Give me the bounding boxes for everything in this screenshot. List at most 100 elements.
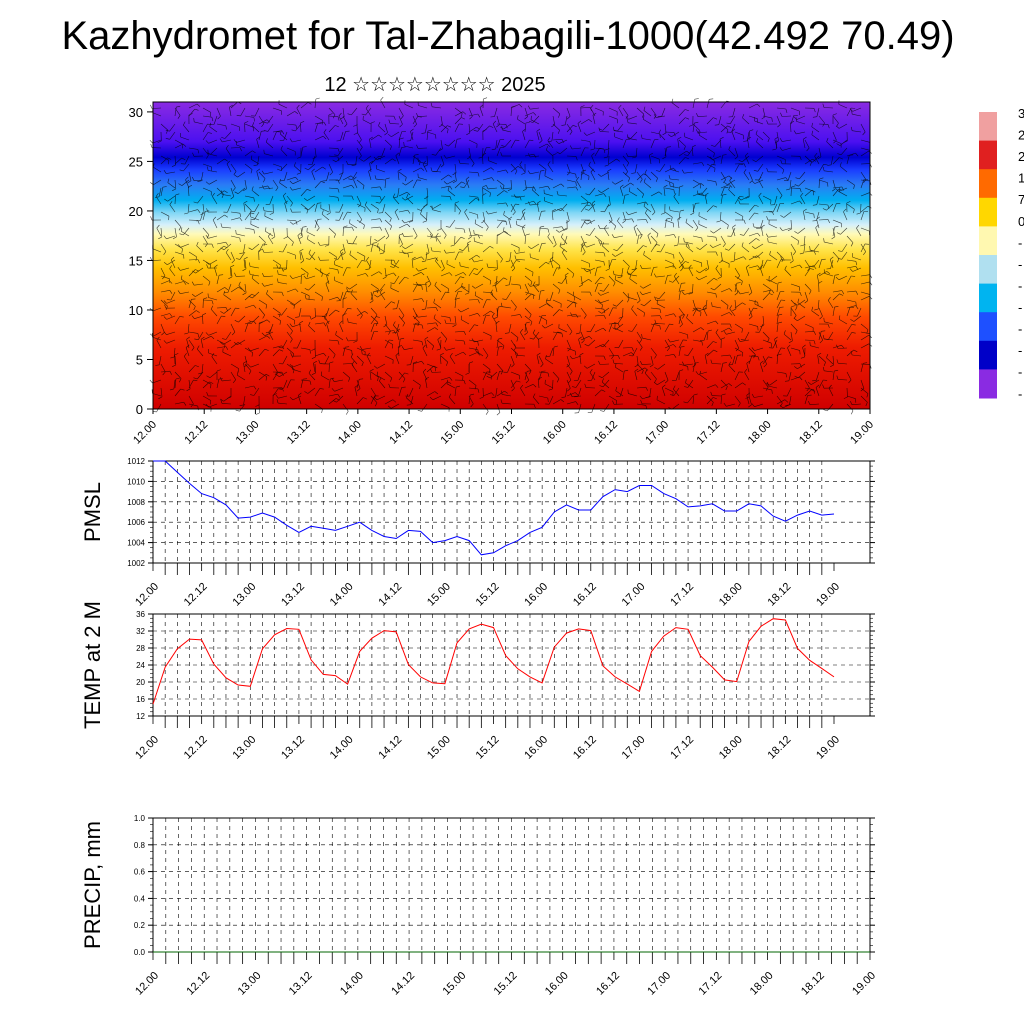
wind-barb-flag: [374, 175, 377, 180]
wind-barb-flag: [275, 187, 279, 191]
wind-barb-flag: [583, 132, 587, 136]
wind-barb-flag: [489, 125, 494, 128]
wind-barb-flag: [275, 394, 279, 399]
wind-barb: [420, 203, 428, 211]
wind-barb: [577, 387, 582, 397]
wind-barb: [384, 315, 388, 325]
wind-barb: [782, 139, 792, 142]
wind-barb-flag: [263, 121, 268, 124]
wind-barb-flag: [406, 191, 411, 196]
wind-barb: [435, 147, 442, 156]
wind-barb: [524, 234, 527, 245]
wind-barb: [188, 365, 196, 373]
wind-barb: [420, 213, 428, 221]
wind-barb-flag: [474, 324, 479, 326]
wind-barb-flag: [195, 256, 197, 261]
wind-barb-flag: [502, 345, 505, 350]
wind-barb: [565, 387, 568, 397]
wind-barb-flag: [576, 176, 580, 181]
wind-barb-flag: [598, 224, 601, 229]
wind-barb-flag: [631, 172, 636, 174]
wind-barb-flag: [407, 210, 411, 214]
temp-y-tick-label: 12: [136, 712, 145, 721]
wind-barb-flag: [799, 363, 802, 368]
wind-barb-flag: [298, 236, 303, 240]
wind-barb: [395, 155, 400, 165]
wind-barb-flag: [184, 212, 189, 215]
wind-barb-flag: [559, 242, 562, 247]
wind-barb-flag: [417, 410, 422, 412]
wind-barb-flag: [471, 285, 476, 289]
wind-barb-flag: [814, 152, 818, 157]
wind-barb: [649, 387, 652, 397]
wind-barb: [454, 291, 459, 301]
wind-barb: [418, 177, 428, 181]
wind-barb: [324, 316, 330, 325]
wind-barb: [308, 253, 316, 261]
wind-barb: [790, 264, 800, 269]
wind-barb-flag: [811, 122, 813, 127]
wind-barb-flag: [337, 269, 339, 274]
wind-barb: [852, 267, 862, 272]
wind-barb: [740, 195, 750, 201]
wind-barb-flag: [489, 280, 492, 285]
wind-barb: [776, 163, 785, 171]
wind-barb: [433, 203, 442, 209]
wind-barb: [300, 227, 303, 237]
wind-barb: [549, 347, 554, 357]
wind-barb: [436, 163, 442, 172]
wind-barb: [439, 354, 442, 365]
wind-barb-flag: [461, 285, 466, 289]
wind-barb: [210, 147, 218, 155]
wind-barb: [251, 159, 260, 165]
wind-barb: [580, 243, 586, 253]
wind-barb: [706, 117, 714, 125]
wind-barb-flag: [866, 393, 869, 398]
wind-barb: [594, 276, 601, 285]
wind-barb: [706, 99, 710, 109]
wind-barb: [789, 179, 792, 189]
wind-barb: [524, 112, 534, 117]
wind-barb: [314, 219, 320, 229]
wind-barb: [832, 227, 836, 237]
wind-barb: [370, 218, 380, 221]
wind-barb: [538, 163, 547, 170]
wind-barb-flag: [639, 395, 643, 400]
wind-barb-flag: [611, 181, 616, 185]
wind-barb-flag: [396, 328, 401, 332]
wind-barb-flag: [268, 328, 272, 333]
wind-barb: [698, 307, 708, 312]
wind-barb: [673, 387, 680, 396]
colorbar-label: -: [1018, 235, 1022, 250]
wind-barb-flag: [388, 330, 391, 335]
wind-barb-flag: [743, 256, 747, 260]
colorbar-label: 0: [1018, 214, 1024, 229]
wind-barb: [720, 125, 728, 133]
wind-barb-flag: [751, 393, 755, 398]
wind-barb: [759, 267, 764, 277]
wind-barb: [748, 204, 756, 213]
wind-barb-flag: [434, 327, 439, 331]
wind-barb: [440, 139, 443, 149]
wind-barb-flag: [360, 315, 363, 319]
wind-barb-flag: [590, 168, 594, 173]
wind-barb-flag: [682, 264, 685, 269]
wind-barb: [790, 186, 792, 197]
wind-barb-flag: [155, 196, 160, 198]
wind-barb: [692, 363, 695, 373]
wind-barb: [188, 379, 194, 389]
wind-barb-flag: [618, 104, 622, 109]
wind-barb: [198, 331, 204, 340]
colorbar-segment: [979, 340, 997, 370]
wind-barb: [188, 147, 198, 150]
wind-barb: [560, 203, 568, 211]
wind-barb: [349, 283, 358, 290]
wind-barb-flag: [455, 297, 460, 300]
wind-barb: [328, 251, 337, 258]
wind-barb: [397, 171, 400, 181]
wind-barb: [538, 355, 544, 365]
wind-barb: [501, 402, 512, 405]
wind-barb-flag: [495, 320, 500, 324]
wind-barb-flag: [313, 360, 318, 364]
wind-barb-flag: [457, 309, 462, 313]
